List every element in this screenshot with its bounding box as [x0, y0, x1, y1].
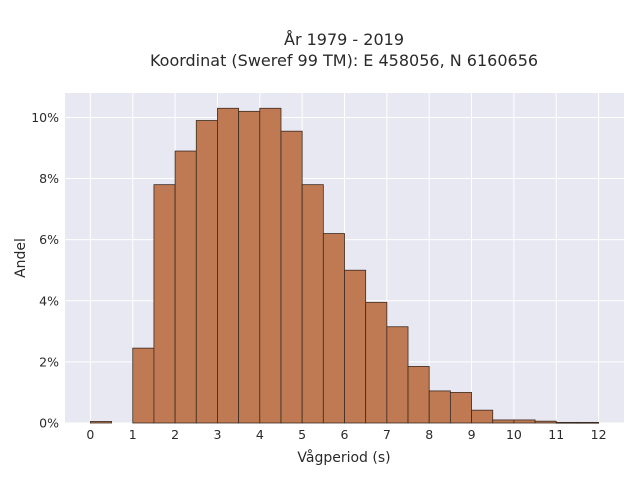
histogram-bar — [471, 409, 494, 424]
x-tick-label: 9 — [468, 427, 476, 442]
y-axis-ticks: 0% 2% 4% 6% 8% 10% — [31, 110, 59, 431]
x-axis-ticks: 0 1 2 3 4 5 6 7 8 9 10 11 12 — [86, 427, 606, 442]
histogram-bar — [195, 120, 218, 424]
histogram-bar — [365, 301, 388, 424]
x-tick-label: 1 — [129, 427, 137, 442]
y-tick-label: 0% — [39, 416, 59, 431]
histogram-bar — [428, 390, 451, 424]
x-tick-label: 12 — [591, 427, 607, 442]
x-tick-label: 0 — [86, 427, 94, 442]
histogram-bar — [280, 130, 303, 424]
histogram-bar — [386, 326, 409, 424]
histogram-bar — [90, 421, 112, 424]
x-tick-label: 4 — [256, 427, 264, 442]
x-axis-label: Vågperiod (s) — [297, 449, 390, 466]
y-tick-label: 10% — [31, 110, 59, 125]
histogram-bar — [555, 421, 578, 424]
x-tick-label: 11 — [548, 427, 564, 442]
histogram-bar — [259, 107, 282, 424]
y-tick-label: 4% — [39, 293, 59, 308]
y-tick-label: 2% — [39, 354, 59, 369]
histogram-bar — [513, 419, 536, 424]
x-tick-label: 2 — [171, 427, 179, 442]
x-tick-label: 8 — [425, 427, 433, 442]
histogram-bar — [534, 420, 557, 424]
x-tick-label: 3 — [213, 427, 221, 442]
x-tick-label: 10 — [506, 427, 522, 442]
histogram-bar — [449, 392, 472, 424]
x-tick-label: 7 — [383, 427, 391, 442]
histogram-bar — [132, 347, 155, 424]
histogram-bar — [217, 107, 240, 424]
histogram-bar — [301, 184, 324, 424]
bars — [90, 107, 599, 424]
histogram-bar — [153, 184, 176, 424]
y-tick-label: 6% — [39, 232, 59, 247]
chart-title-line2: Koordinat (Sweref 99 TM): E 458056, N 61… — [150, 51, 538, 70]
histogram-bar — [174, 150, 197, 424]
chart-title-line1: År 1979 - 2019 — [284, 30, 404, 49]
histogram-bar — [322, 233, 345, 424]
y-axis-label: Andel — [13, 238, 29, 278]
histogram-bar — [344, 269, 367, 424]
y-tick-label: 8% — [39, 171, 59, 186]
histogram-bar — [238, 110, 261, 424]
histogram-bar — [577, 421, 599, 424]
histogram-bar — [492, 419, 515, 424]
x-tick-label: 6 — [341, 427, 349, 442]
histogram-bar — [407, 366, 430, 424]
x-tick-label: 5 — [298, 427, 306, 442]
